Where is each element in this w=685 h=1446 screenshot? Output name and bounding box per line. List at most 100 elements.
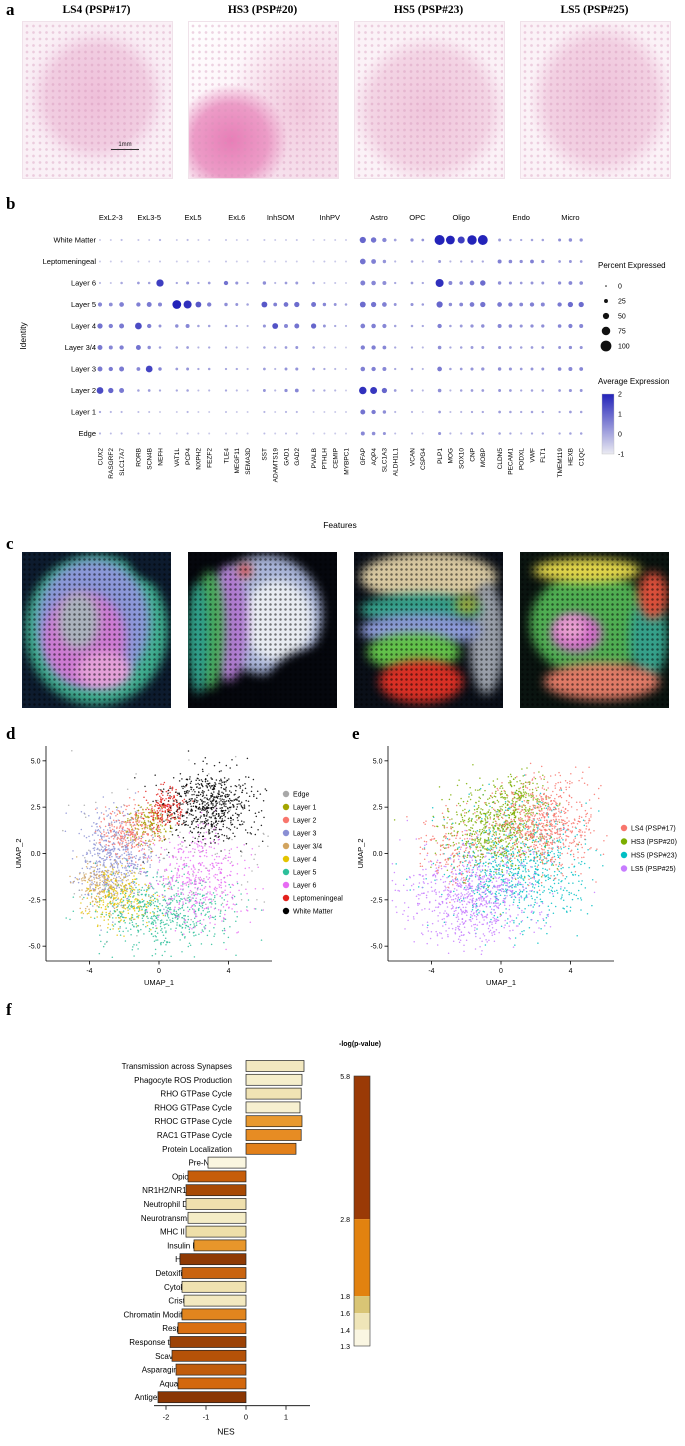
dotplot-group-header: Micro xyxy=(561,213,579,222)
svg-text:-5.0: -5.0 xyxy=(28,944,40,951)
dot xyxy=(334,432,337,435)
dot xyxy=(359,386,367,395)
svg-text:Layer 6: Layer 6 xyxy=(71,279,96,288)
dot xyxy=(579,410,583,414)
dotplot-group-header: OPC xyxy=(409,213,426,222)
dot xyxy=(508,281,512,285)
dot xyxy=(557,302,562,307)
dot xyxy=(197,260,200,263)
cluster-region xyxy=(359,594,483,626)
dot xyxy=(541,324,545,328)
umap-ylabel: UMAP_2 xyxy=(14,838,23,868)
dot xyxy=(208,411,211,413)
dot xyxy=(263,238,266,242)
svg-text:5.0: 5.0 xyxy=(31,758,41,765)
dot xyxy=(208,260,211,263)
dot xyxy=(498,238,502,242)
dot xyxy=(579,260,583,263)
dot xyxy=(235,239,238,241)
svg-text:Layer 2: Layer 2 xyxy=(71,386,96,395)
dot xyxy=(360,323,366,329)
dot xyxy=(120,260,123,263)
dot xyxy=(569,432,572,435)
cluster-region xyxy=(468,581,503,694)
dotplot-group-header: Oligo xyxy=(452,213,470,222)
dot xyxy=(371,280,376,286)
svg-text:PVALB: PVALB xyxy=(311,448,318,468)
dot xyxy=(284,410,288,414)
dot xyxy=(246,281,249,285)
dot xyxy=(147,281,151,285)
dot xyxy=(97,323,103,329)
svg-text:ADAMTS19: ADAMTS19 xyxy=(273,448,280,483)
dot xyxy=(246,260,249,263)
dot xyxy=(481,432,485,435)
dot xyxy=(284,324,288,328)
svg-text:Layer 4: Layer 4 xyxy=(293,857,316,864)
dot xyxy=(175,411,178,413)
dot xyxy=(312,239,315,241)
cluster-region xyxy=(57,592,100,649)
svg-text:GAD1: GAD1 xyxy=(283,448,290,466)
dot xyxy=(481,410,484,414)
dot xyxy=(520,432,523,435)
dot xyxy=(360,431,365,436)
dot xyxy=(185,324,190,328)
spatial-column xyxy=(520,552,669,708)
sample-title: HS5 (PSP#23) xyxy=(393,4,464,16)
bar xyxy=(187,1211,247,1224)
he-image-LS5 xyxy=(520,21,671,179)
svg-text:RASGRF2: RASGRF2 xyxy=(108,448,115,479)
umap-by-layer: -4 0 4 5.0 2.5 0.0 -2.5 -5.0 UMAP_1 UMAP_2 Edge Lay… xyxy=(14,746,343,987)
dot xyxy=(108,366,113,372)
dot xyxy=(158,260,162,263)
dot xyxy=(284,346,288,349)
dot xyxy=(295,410,298,414)
dot xyxy=(135,345,141,350)
dot xyxy=(421,260,424,263)
svg-text:5.0: 5.0 xyxy=(373,758,383,765)
dot xyxy=(579,432,583,435)
dot xyxy=(108,302,113,307)
umap-by-sample: -4 0 4 5.0 2.5 0.0 -2.5 -5.0 UMAP_1 UMAP_2 LS4 (PS… xyxy=(356,746,677,987)
dot xyxy=(294,301,300,308)
dot xyxy=(508,302,513,307)
dot xyxy=(558,410,561,414)
dot xyxy=(274,411,277,413)
dot xyxy=(147,389,151,392)
dot xyxy=(345,260,347,263)
dot xyxy=(435,278,444,288)
dot xyxy=(99,260,101,263)
svg-text:TLE4: TLE4 xyxy=(223,448,230,464)
bar xyxy=(177,1377,247,1390)
svg-text:Leptomeningeal: Leptomeningeal xyxy=(293,896,343,903)
svg-text:OPC: OPC xyxy=(409,213,426,222)
dot xyxy=(421,367,424,371)
dot xyxy=(284,388,288,393)
dot xyxy=(370,237,377,243)
svg-text:HEXB: HEXB xyxy=(568,448,575,466)
dot xyxy=(345,389,347,392)
dot xyxy=(137,389,140,392)
dot xyxy=(98,281,102,285)
dot xyxy=(371,366,376,372)
svg-text:0.0: 0.0 xyxy=(373,851,383,858)
dot xyxy=(137,410,140,414)
svg-text:White Matter: White Matter xyxy=(293,909,333,916)
dot xyxy=(438,260,442,263)
dot xyxy=(519,281,523,285)
svg-text:SOX10: SOX10 xyxy=(459,448,466,469)
dot xyxy=(530,389,534,392)
dot xyxy=(172,300,182,309)
svg-text:Layer 1: Layer 1 xyxy=(293,805,316,812)
dot xyxy=(382,281,387,285)
dot xyxy=(508,259,513,264)
dot xyxy=(498,345,502,350)
dot xyxy=(274,260,277,263)
dot xyxy=(457,236,465,244)
dot xyxy=(434,234,445,246)
cluster-region xyxy=(637,572,668,620)
dot xyxy=(263,367,266,371)
panel-c xyxy=(22,552,682,708)
he-column-1: LS4 (PSP#17) 1mm xyxy=(22,4,173,179)
